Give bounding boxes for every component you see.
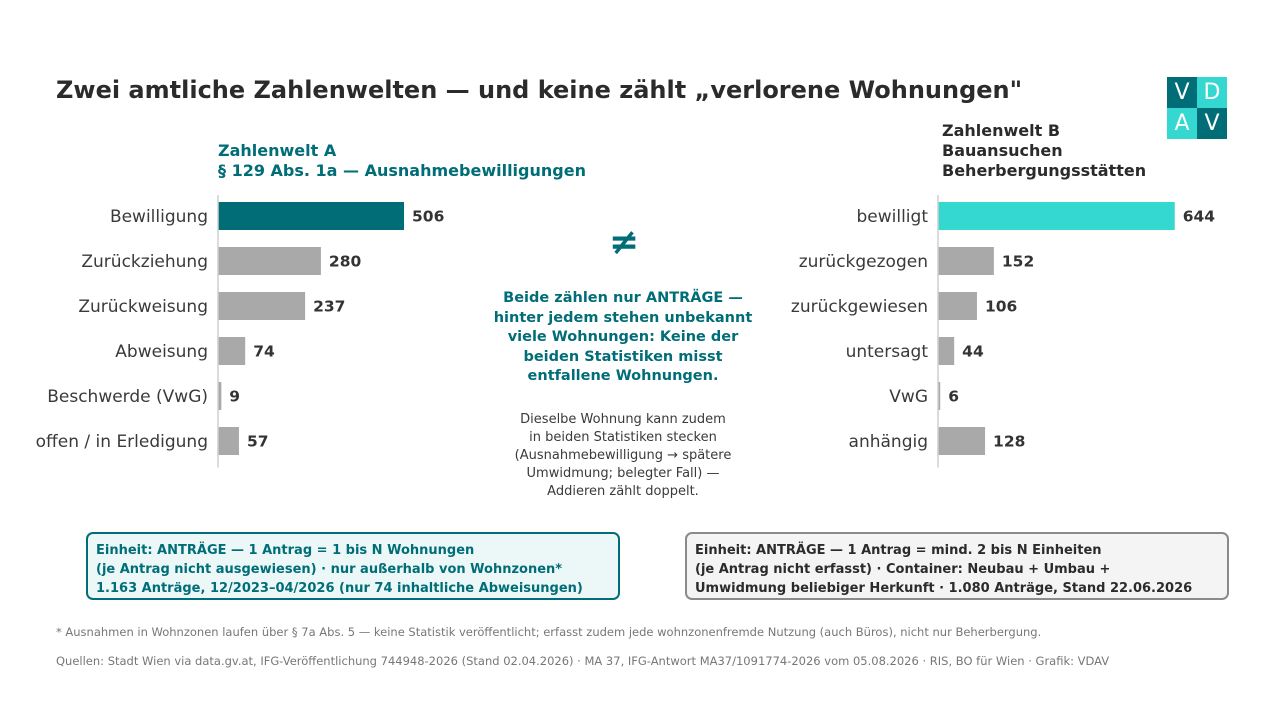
comparison-line: viele Wohnungen: Keine der bbox=[507, 329, 739, 345]
unit-note-b: Einheit: ANTRÄGE — 1 Antrag = mind. 2 bi… bbox=[685, 532, 1229, 600]
chart-b-category-label: anhängig bbox=[849, 432, 928, 452]
double-count-note: Dieselbe Wohnung kann zudem in beiden St… bbox=[478, 411, 768, 501]
not-equal-symbol: ≠ bbox=[608, 222, 640, 263]
comparison-line: Beide zählen nur ANTRÄGE — bbox=[503, 290, 743, 306]
chart-a-category-label: Zurückziehung bbox=[81, 252, 208, 272]
chart-b-heading-line: Beherbergungsstätten bbox=[942, 161, 1147, 180]
chart-b-bar bbox=[938, 202, 1175, 230]
chart-b-category-label: untersagt bbox=[846, 342, 929, 362]
chart-b-bar bbox=[938, 292, 977, 320]
chart-b-bar bbox=[938, 247, 994, 275]
double-count-line: Dieselbe Wohnung kann zudem bbox=[520, 412, 726, 427]
chart-title: Zwei amtliche Zahlenwelten — und keine z… bbox=[56, 76, 1023, 104]
unit-note-a-line: (je Antrag nicht ausgewiesen) · nur auße… bbox=[96, 562, 563, 577]
chart-a-value-label: 237 bbox=[313, 298, 345, 316]
logo-cell-2: D bbox=[1197, 77, 1227, 108]
chart-a-value-label: 280 bbox=[329, 253, 362, 271]
chart-b-category-label: zurückgezogen bbox=[799, 252, 928, 272]
sources: Quellen: Stadt Wien via data.gv.at, IFG-… bbox=[56, 654, 1110, 668]
unit-note-a: Einheit: ANTRÄGE — 1 Antrag = 1 bis N Wo… bbox=[86, 532, 620, 600]
logo-cell-1: V bbox=[1167, 77, 1197, 108]
logo-cell-4: V bbox=[1197, 108, 1227, 139]
chart-a-value-label: 74 bbox=[253, 343, 275, 361]
chart-b-heading-line: Zahlenwelt B bbox=[942, 121, 1061, 140]
chart-b-value-label: 106 bbox=[985, 298, 1017, 316]
comparison-line: entfallene Wohnungen. bbox=[527, 368, 719, 384]
chart-a-category-label: offen / in Erledigung bbox=[36, 432, 208, 452]
chart-a-category-label: Beschwerde (VwG) bbox=[47, 387, 208, 407]
chart-b-category-label: zurückgewiesen bbox=[791, 297, 928, 317]
chart-a-category-label: Bewilligung bbox=[110, 207, 208, 227]
chart-a-bar bbox=[218, 337, 246, 365]
chart-a-value-label: 9 bbox=[229, 388, 240, 406]
chart-a-bars: Bewilligung 506 Zurückziehung 280 Zurückweis… bbox=[36, 195, 444, 468]
logo-cell-3: A bbox=[1167, 108, 1197, 139]
unit-note-a-line: 1.163 Anträge, 12/2023–04/2026 (nur 74 i… bbox=[96, 581, 583, 596]
vdav-logo: V D A V bbox=[1167, 77, 1227, 140]
chart-a-bar bbox=[218, 427, 239, 455]
unit-note-b-line: (je Antrag nicht erfasst) · Container: N… bbox=[695, 562, 1111, 577]
unit-note-b-line: Umwidmung beliebiger Herkunft · 1.080 An… bbox=[695, 581, 1193, 596]
chart-a-category-label: Abweisung bbox=[115, 342, 208, 362]
chart-b-bar bbox=[938, 382, 941, 410]
chart-b-heading: Zahlenwelt B Bauansuchen Beherbergungsst… bbox=[942, 121, 1146, 181]
chart-a-value-label: 57 bbox=[247, 433, 269, 451]
double-count-line: Umwidmung; belegter Fall) — bbox=[526, 466, 720, 481]
footnote: * Ausnahmen in Wohnzonen laufen über § 7… bbox=[56, 625, 1042, 639]
chart-a-bar bbox=[218, 382, 222, 410]
chart-a-bar bbox=[218, 202, 405, 230]
comparison-line: hinter jedem stehen unbekannt bbox=[493, 309, 753, 326]
chart-b-category-label: VwG bbox=[889, 387, 928, 407]
unit-note-b-line: Einheit: ANTRÄGE — 1 Antrag = mind. 2 bi… bbox=[695, 543, 1102, 558]
double-count-line: Addieren zählt doppelt. bbox=[547, 484, 699, 499]
comparison-line: beiden Statistiken misst bbox=[523, 348, 723, 365]
chart-a-bar bbox=[218, 247, 321, 275]
unit-note-a-line: Einheit: ANTRÄGE — 1 Antrag = 1 bis N Wo… bbox=[96, 543, 475, 558]
chart-b-heading-line: Bauansuchen bbox=[942, 141, 1063, 160]
chart-b-category-label: bewilligt bbox=[856, 207, 928, 227]
chart-a-category-label: Zurückweisung bbox=[78, 297, 208, 317]
chart-a-heading-line: Zahlenwelt A bbox=[218, 141, 337, 160]
chart-b-value-label: 6 bbox=[948, 388, 959, 406]
double-count-line: in beiden Statistiken stecken bbox=[529, 430, 717, 445]
chart-a-heading-line: § 129 Abs. 1a — Ausnahmebewilligungen bbox=[218, 161, 586, 180]
chart-b-value-label: 152 bbox=[1002, 253, 1034, 271]
double-count-line: (Ausnahmebewilligung → spätere bbox=[514, 448, 732, 463]
chart-a-heading: Zahlenwelt A § 129 Abs. 1a — Ausnahmebew… bbox=[218, 141, 586, 181]
chart-b-bar bbox=[938, 337, 955, 365]
chart-a-bar bbox=[218, 292, 306, 320]
chart-a-value-label: 506 bbox=[412, 208, 444, 226]
chart-b-value-label: 44 bbox=[962, 343, 984, 361]
chart-b-bar bbox=[938, 427, 986, 455]
chart-b-value-label: 128 bbox=[993, 433, 1025, 451]
chart-b-value-label: 644 bbox=[1183, 208, 1216, 226]
comparison-statement: Beide zählen nur ANTRÄGE — hinter jedem … bbox=[478, 289, 768, 387]
